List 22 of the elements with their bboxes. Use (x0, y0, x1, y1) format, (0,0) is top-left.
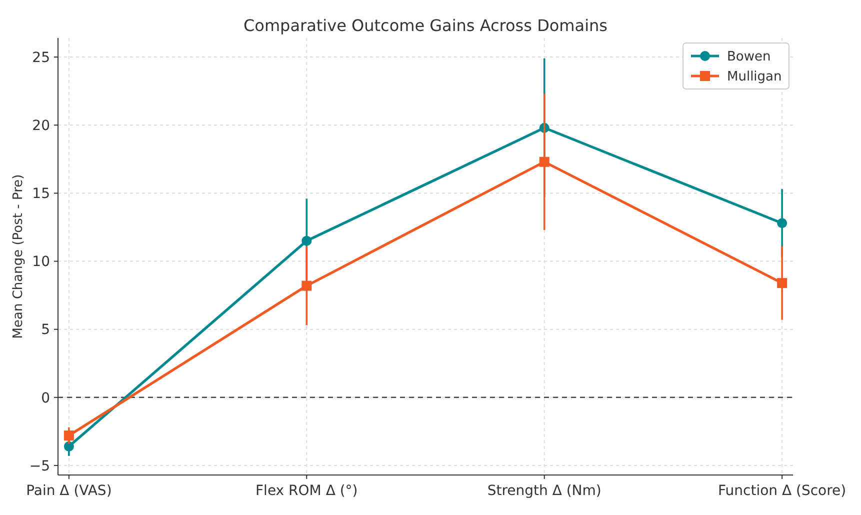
y-tick-label: −5 (29, 458, 50, 474)
chart-title: Comparative Outcome Gains Across Domains (244, 16, 608, 35)
y-tick-label: 0 (41, 390, 50, 406)
y-axis-title: Mean Change (Post - Pre) (11, 174, 26, 339)
point (539, 156, 550, 167)
point (64, 430, 74, 441)
y-tick-label: 25 (32, 50, 50, 66)
y-tick-label: 20 (32, 118, 50, 134)
x-tick-label: Flex ROM Δ (°) (256, 483, 358, 499)
point (302, 236, 312, 246)
point (302, 280, 312, 291)
point (777, 278, 788, 288)
x-tick-label: Pain Δ (VAS) (26, 483, 112, 499)
y-tick-label: 15 (32, 186, 50, 202)
x-tick-label: Function Δ (Score) (718, 483, 846, 499)
y-tick-label: 5 (41, 322, 50, 338)
legend-label: Bowen (727, 50, 771, 65)
point (64, 441, 74, 452)
legend-label: Mulligan (727, 70, 782, 85)
y-tick-label: 10 (32, 254, 50, 270)
point (777, 218, 788, 228)
x-tick-label: Strength Δ (Nm) (487, 483, 602, 499)
